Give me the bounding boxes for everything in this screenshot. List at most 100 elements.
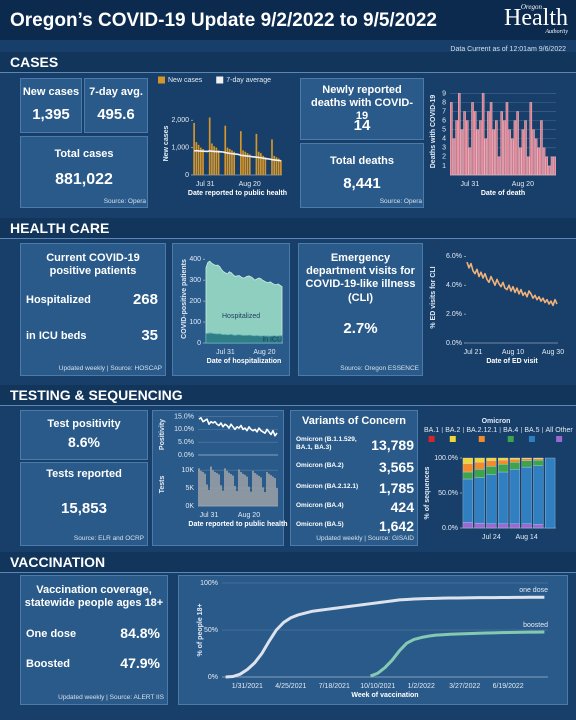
y-tick-label: 50%	[204, 627, 218, 634]
bar-segment	[533, 457, 544, 459]
bar	[271, 139, 273, 175]
bar	[537, 147, 541, 176]
bar	[240, 471, 242, 506]
bar	[280, 159, 282, 175]
bar	[254, 473, 256, 506]
variant-name: Omicron (BA.2.12.1)	[296, 483, 359, 490]
bar	[200, 470, 202, 506]
kpi-value: 8.6%	[68, 434, 100, 450]
bar	[255, 133, 258, 175]
source-note: Source: Opera	[103, 198, 146, 205]
x-axis-label: Date reported to public health	[187, 190, 288, 197]
legend-swatch	[158, 76, 165, 84]
legend-swatch	[507, 436, 514, 442]
bar	[540, 120, 543, 176]
bar	[524, 120, 527, 176]
x-tick-label: Jul 21	[464, 349, 483, 356]
kpi-label: 7-day avg.	[89, 86, 143, 98]
y-tick-label: 7	[442, 108, 446, 115]
bar	[487, 111, 490, 176]
bar-segment	[509, 523, 520, 529]
logo-main: Health	[504, 5, 568, 31]
bar-segment	[474, 457, 485, 463]
bar	[195, 142, 198, 175]
y-axis-label: Positivity	[159, 419, 166, 450]
kpi-value: 15,853	[61, 500, 107, 517]
bar	[264, 492, 266, 506]
legend-label: BA.2.12.1	[466, 427, 497, 434]
bar	[495, 120, 498, 176]
bar	[550, 156, 554, 176]
x-axis-label: Date reported to public health	[188, 521, 288, 528]
bar	[526, 156, 530, 176]
section-heading: VACCINATION	[10, 554, 106, 570]
bar	[465, 120, 469, 176]
bar	[463, 111, 466, 176]
bar	[266, 471, 268, 506]
x-axis-label: Date of ED visit	[486, 358, 538, 365]
x-tick-label: 3/27/2022	[449, 683, 480, 690]
bar	[246, 476, 248, 506]
source-note: Updated weekly | Source: GISAID	[316, 535, 414, 542]
kpi-value: 881,022	[55, 171, 113, 188]
x-tick-label: Aug 20	[512, 181, 534, 188]
series-label: Hospitalized	[222, 313, 260, 320]
source-note: Updated weekly | Source: ALERT IIS	[58, 694, 164, 701]
bar-segment	[533, 458, 544, 461]
bar-segment	[521, 460, 532, 468]
x-axis-label: Date of hospitalization	[206, 358, 282, 365]
bar	[220, 485, 222, 506]
legend-swatch	[216, 76, 224, 84]
bar	[215, 147, 218, 175]
y-tick-label: 10.0%	[174, 426, 194, 433]
bar	[479, 120, 482, 176]
bar-segment	[474, 462, 485, 470]
y-tick-label: 100%	[200, 580, 218, 587]
bar	[268, 473, 270, 506]
bar-segment	[521, 458, 532, 461]
x-tick-label: Jul 31	[461, 181, 480, 188]
bar-segment	[498, 471, 509, 524]
panel	[152, 410, 284, 546]
kpi-label: Hospitalized	[26, 294, 91, 306]
panel	[300, 78, 424, 140]
x-tick-label: Jul 31	[216, 349, 235, 356]
bar-segment	[498, 523, 509, 529]
y-tick-label: 6	[442, 117, 446, 124]
bar	[214, 471, 216, 506]
legend-label: BA.2	[445, 427, 460, 434]
bar	[218, 474, 220, 506]
kpi-value: 1,395	[32, 106, 70, 123]
bar-segment	[462, 471, 473, 480]
bar	[244, 474, 246, 506]
bar	[208, 117, 211, 175]
bar	[553, 156, 556, 176]
bar-segment	[486, 466, 497, 475]
kpi-label: Emergency department visits for COVID-19…	[305, 252, 416, 304]
variant-count: 1,785	[378, 480, 414, 496]
bar	[473, 111, 477, 176]
bar-segment	[509, 457, 520, 460]
bar	[206, 484, 208, 506]
x-tick-label: Aug 14	[516, 534, 538, 541]
bar-segment	[521, 466, 532, 524]
y-tick-label: 400	[189, 256, 201, 263]
page-title: Oregon’s COVID-19 Update 9/2/2022 to 9/5…	[10, 10, 437, 31]
bar-segment	[462, 522, 473, 529]
panel	[20, 462, 148, 546]
kpi-label: Boosted	[26, 658, 70, 670]
x-tick-label: 1/31/2021	[232, 683, 263, 690]
y-tick-label: 300	[189, 277, 201, 284]
bar	[511, 138, 514, 176]
bar	[224, 125, 227, 175]
bar	[228, 148, 231, 175]
bar	[481, 93, 485, 176]
kpi-label: Total deaths	[330, 155, 394, 167]
bar	[274, 478, 276, 506]
area	[205, 332, 283, 344]
series-label: boosted	[523, 622, 548, 629]
y-tick-label: 2	[442, 154, 446, 161]
x-tick-label: 1/2/2022	[408, 683, 435, 690]
variant-count: 13,789	[371, 437, 414, 453]
legend-swatch	[449, 436, 456, 442]
